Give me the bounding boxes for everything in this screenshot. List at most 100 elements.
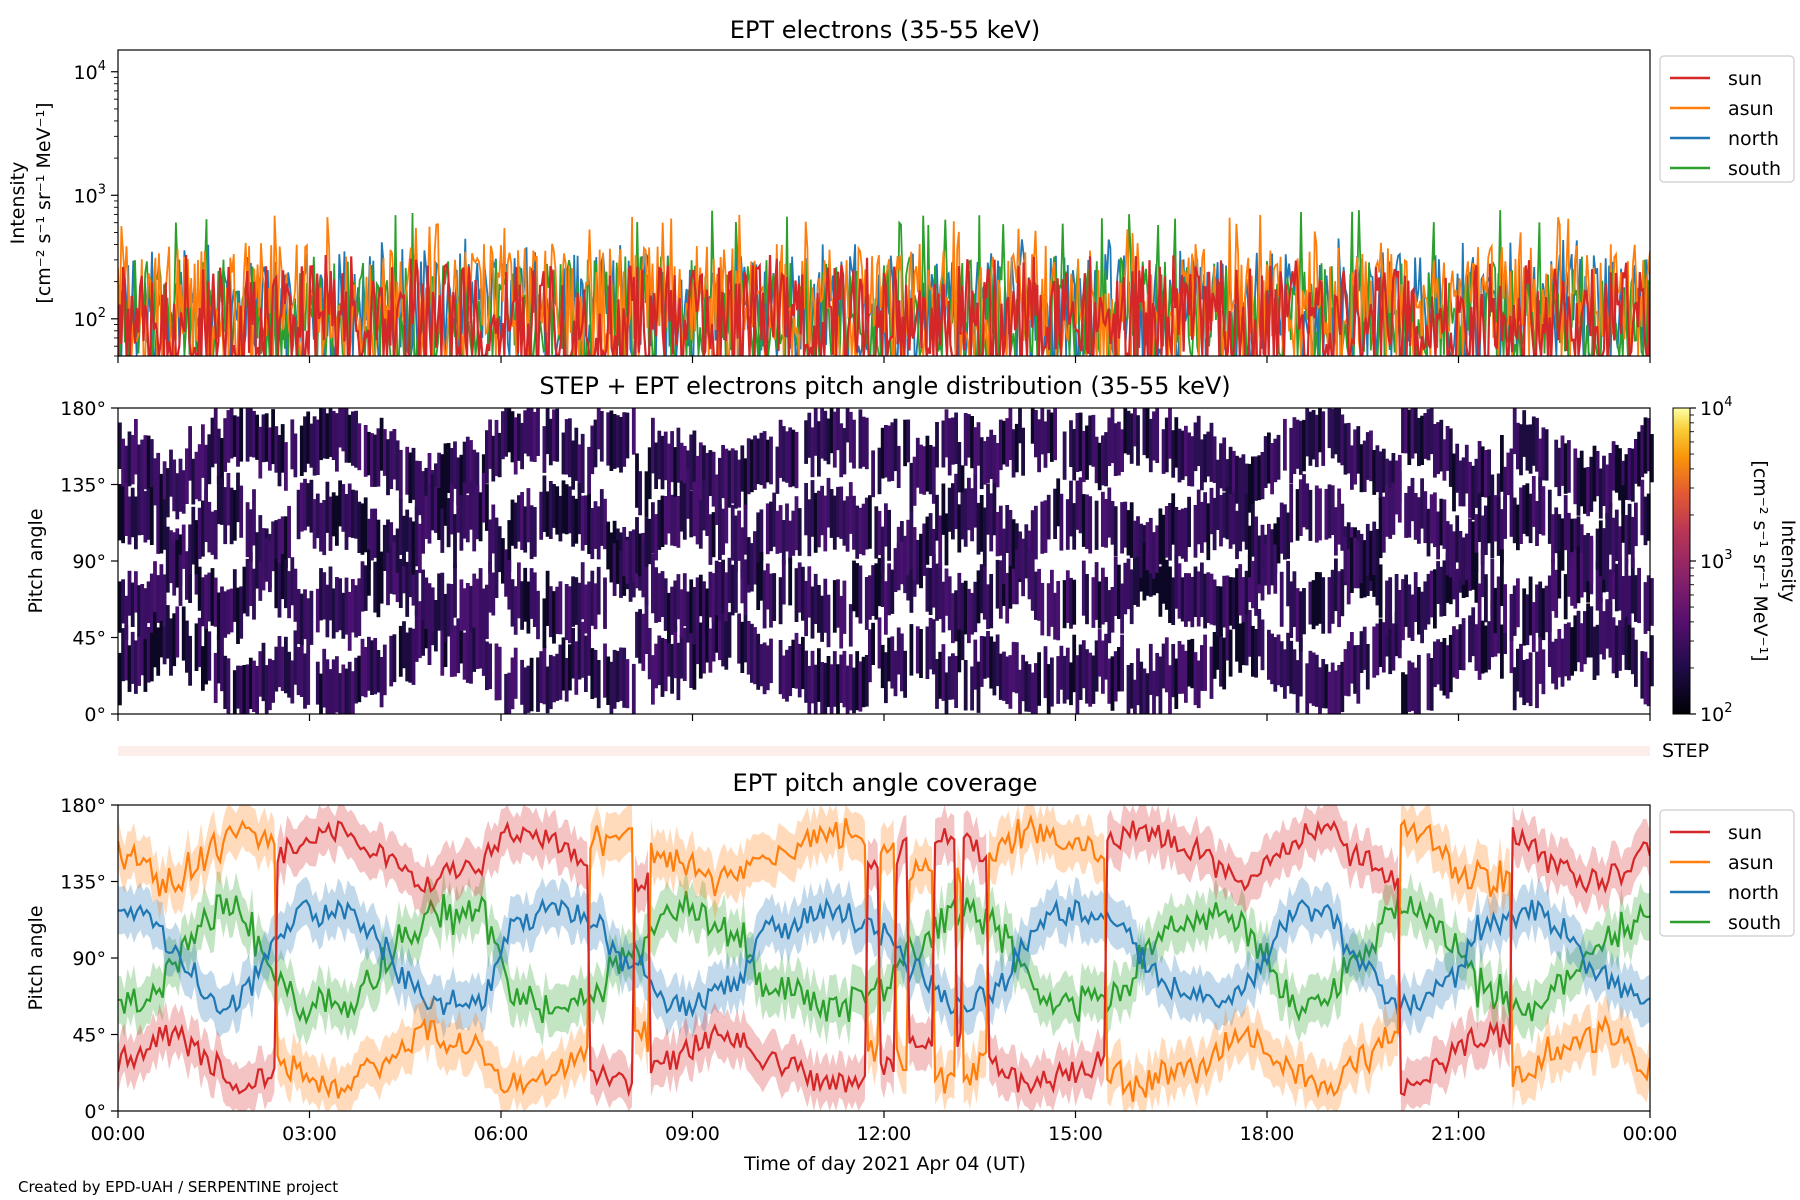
pad-cell — [1062, 580, 1067, 629]
pad-cell — [750, 623, 754, 683]
pad-cell — [1522, 485, 1527, 534]
pad-cell — [1554, 569, 1559, 618]
intensity-line-south — [118, 210, 1650, 356]
pad-cell — [1161, 514, 1166, 569]
pad-cell — [1385, 458, 1389, 511]
pad-cell — [871, 622, 875, 665]
pad-cell — [424, 577, 429, 629]
pad-cell — [1634, 439, 1638, 484]
pad-cell — [277, 518, 282, 564]
pad-cell — [603, 643, 607, 698]
pad-cell — [858, 507, 863, 554]
pad-cell — [1589, 606, 1594, 658]
pad-cell — [970, 416, 974, 469]
pad-cell — [1097, 629, 1102, 677]
pad-cell — [714, 474, 719, 525]
pad-cell — [1228, 494, 1233, 549]
pad-cell — [989, 574, 994, 629]
pad-cell — [1413, 572, 1418, 622]
pad-cell — [290, 660, 295, 704]
pad-cell — [915, 539, 920, 585]
pad-ylabel: Pitch angle — [25, 508, 47, 613]
pad-cell — [1037, 652, 1041, 706]
pad-cell — [682, 573, 687, 627]
pad-cell — [1040, 582, 1045, 636]
pad-cell — [239, 586, 244, 639]
pad-cell — [1273, 637, 1278, 692]
pad-cell — [373, 508, 378, 558]
pad-cell — [1487, 495, 1491, 544]
pad-cell — [357, 501, 362, 553]
pad-cell — [772, 492, 777, 547]
pad-cell — [810, 586, 815, 639]
pad-cell — [188, 524, 192, 575]
pad-cell — [941, 644, 946, 701]
pad-cell — [746, 438, 751, 495]
pad-cell — [1442, 638, 1447, 696]
pad-cell — [1330, 569, 1335, 624]
pad-cell — [1126, 665, 1131, 714]
pad-cell — [1088, 415, 1093, 466]
pad-cell — [998, 505, 1003, 556]
pad-cell — [1235, 510, 1239, 560]
pad-cell — [370, 640, 374, 695]
pad-cell — [1378, 564, 1383, 618]
pad-cell — [817, 585, 821, 633]
pad-cell — [210, 568, 215, 626]
pad-cell — [708, 450, 713, 496]
pad-cell — [1196, 660, 1201, 709]
pad-cell — [156, 497, 161, 554]
pad-cell — [1168, 408, 1172, 459]
pad-cell — [584, 495, 588, 545]
pad-cell — [826, 477, 831, 528]
pad-cell — [153, 458, 157, 506]
pad-cell — [1065, 499, 1070, 550]
pad-cell — [635, 453, 639, 508]
pad-cell — [1544, 429, 1549, 481]
pad-cell — [1407, 409, 1412, 465]
pad-cell — [673, 496, 678, 547]
pad-cell — [922, 446, 927, 495]
pad-cell — [1388, 615, 1393, 675]
pad-cell — [1133, 520, 1137, 575]
pad-cell — [1027, 548, 1032, 600]
pad-cell — [520, 659, 524, 705]
pad-cell — [1583, 467, 1587, 514]
pad-cell — [609, 410, 614, 471]
pad-cell — [935, 494, 939, 541]
pad-cell — [986, 436, 990, 484]
pad-cell — [245, 408, 250, 462]
pad-cell — [804, 483, 808, 536]
pad-cell — [1120, 634, 1124, 692]
pad-cell — [1372, 626, 1377, 678]
pad-cell — [1158, 656, 1163, 714]
pad-cell — [284, 516, 288, 568]
pad-cell — [1646, 418, 1651, 472]
pad-cell — [309, 479, 314, 533]
pad-cell — [121, 486, 125, 544]
pad-cell — [127, 431, 132, 487]
pad-cell — [832, 495, 837, 550]
pad-cell — [625, 540, 630, 584]
pad-cell — [935, 422, 939, 468]
pad-cell — [1231, 450, 1236, 507]
legend-label-north: north — [1728, 128, 1779, 150]
pad-cell — [947, 656, 952, 700]
pad-cell — [868, 495, 872, 549]
pad-cell — [1011, 641, 1016, 693]
pad-cell — [1445, 552, 1450, 603]
pad-cell — [1145, 522, 1150, 571]
pad-cell — [1439, 641, 1444, 691]
pad-cell — [386, 439, 390, 496]
pad-cell — [1142, 668, 1147, 714]
pad-cell — [1231, 577, 1236, 630]
pad-cell — [963, 413, 968, 466]
pad-cell — [1120, 502, 1124, 554]
pad-cell — [389, 635, 394, 687]
pad-cell — [1369, 430, 1373, 482]
pad-cell — [149, 573, 154, 633]
pad-cell — [737, 510, 741, 561]
pad-cell — [1107, 417, 1112, 466]
pad-cell — [462, 441, 467, 502]
pad-cell — [207, 631, 212, 681]
